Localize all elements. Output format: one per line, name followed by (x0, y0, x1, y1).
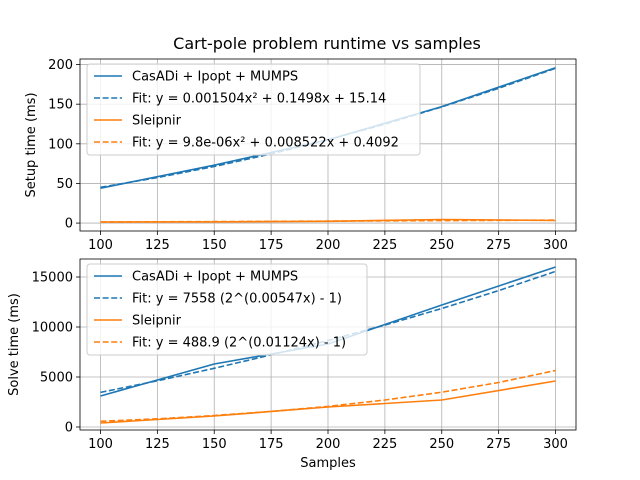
x-tick-label: 125 (145, 437, 170, 452)
legend-box (86, 263, 368, 356)
legend-label: Sleipnir (132, 114, 182, 129)
legend: CasADi + Ipopt + MUMPS Fit: y = 7558 (2^(… (86, 263, 368, 356)
y-axis-label: Solve time (ms) (7, 293, 22, 396)
axes-frame (79, 58, 577, 232)
x-tick-label: 200 (316, 238, 341, 253)
legend-label: CasADi + Ipopt + MUMPS (132, 270, 298, 285)
axes-frame (79, 258, 577, 431)
y-tick-label: 200 (48, 58, 73, 73)
x-tick-label: 150 (202, 437, 227, 452)
series-line-fit-sleipnir (100, 369, 556, 423)
y-tick-label: 10000 (32, 321, 73, 336)
chart-title: Cart-pole problem runtime vs samples (173, 34, 481, 53)
solve-time-subplot: 100 125 150 175 200 225 250 275 300 0 5000 10000 150… (7, 258, 577, 471)
x-tick-label: 275 (486, 437, 511, 452)
legend: CasADi + Ipopt + MUMPS Fit: y = 0.001504x… (86, 63, 421, 156)
x-tick-label: 225 (372, 437, 397, 452)
legend-label: CasADi + Ipopt + MUMPS (132, 70, 298, 85)
x-tick-label: 175 (259, 238, 284, 253)
x-tick-label: 250 (429, 437, 454, 452)
series-line-fit-sleipnir (100, 219, 556, 223)
x-tick-label: 275 (486, 238, 511, 253)
y-tick-label: 100 (48, 137, 73, 152)
x-tick-label: 250 (429, 238, 454, 253)
legend-label: Fit: y = 488.9 (2^(0.01124x) - 1) (132, 336, 346, 351)
legend-label: Fit: y = 9.8e-06x² + 0.008522x + 0.4092 (132, 136, 399, 151)
x-tick-label: 200 (316, 437, 341, 452)
x-axis-label: Samples (300, 456, 356, 471)
legend-label: Sleipnir (132, 314, 182, 329)
y-tick-label: 0 (65, 421, 73, 436)
x-tick-label: 300 (543, 437, 568, 452)
x-tick-label: 175 (259, 437, 284, 452)
setup-time-subplot: 100 125 150 175 200 225 250 275 300 0 50 100 150 200 S… (24, 58, 577, 253)
x-tick-label: 100 (88, 437, 113, 452)
y-tick-label: 5000 (40, 371, 73, 386)
legend-label: Fit: y = 7558 (2^(0.00547x) - 1) (132, 292, 342, 307)
y-tick-label: 0 (65, 217, 73, 232)
x-tick-label: 150 (202, 238, 227, 253)
legend-label: Fit: y = 0.001504x² + 0.1498x + 15.14 (132, 92, 386, 107)
y-tick-label: 150 (48, 98, 73, 113)
legend-box (86, 63, 421, 156)
x-tick-label: 225 (372, 238, 397, 253)
x-tick-label: 125 (145, 238, 170, 253)
y-tick-label: 15000 (32, 271, 73, 286)
y-axis-label: Setup time (ms) (24, 92, 39, 197)
x-tick-label: 100 (88, 238, 113, 253)
y-tick-label: 50 (56, 177, 73, 192)
x-tick-label: 300 (543, 238, 568, 253)
